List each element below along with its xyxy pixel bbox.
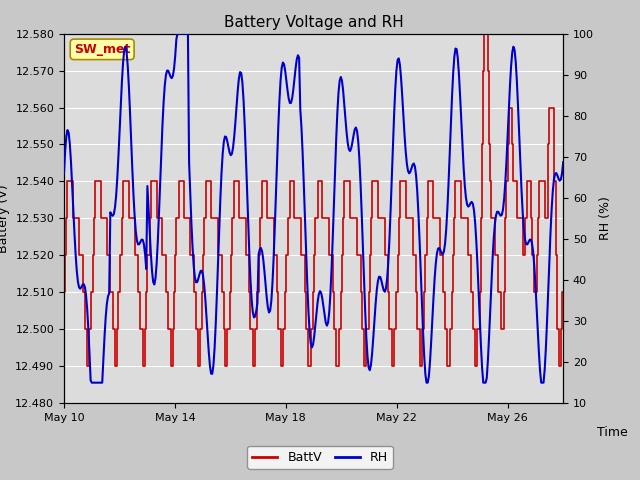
Legend: BattV, RH: BattV, RH: [248, 446, 392, 469]
Text: SW_met: SW_met: [74, 43, 131, 56]
Title: Battery Voltage and RH: Battery Voltage and RH: [224, 15, 403, 30]
Y-axis label: RH (%): RH (%): [600, 196, 612, 240]
X-axis label: Time: Time: [597, 426, 628, 439]
Y-axis label: Battery (V): Battery (V): [0, 184, 10, 252]
